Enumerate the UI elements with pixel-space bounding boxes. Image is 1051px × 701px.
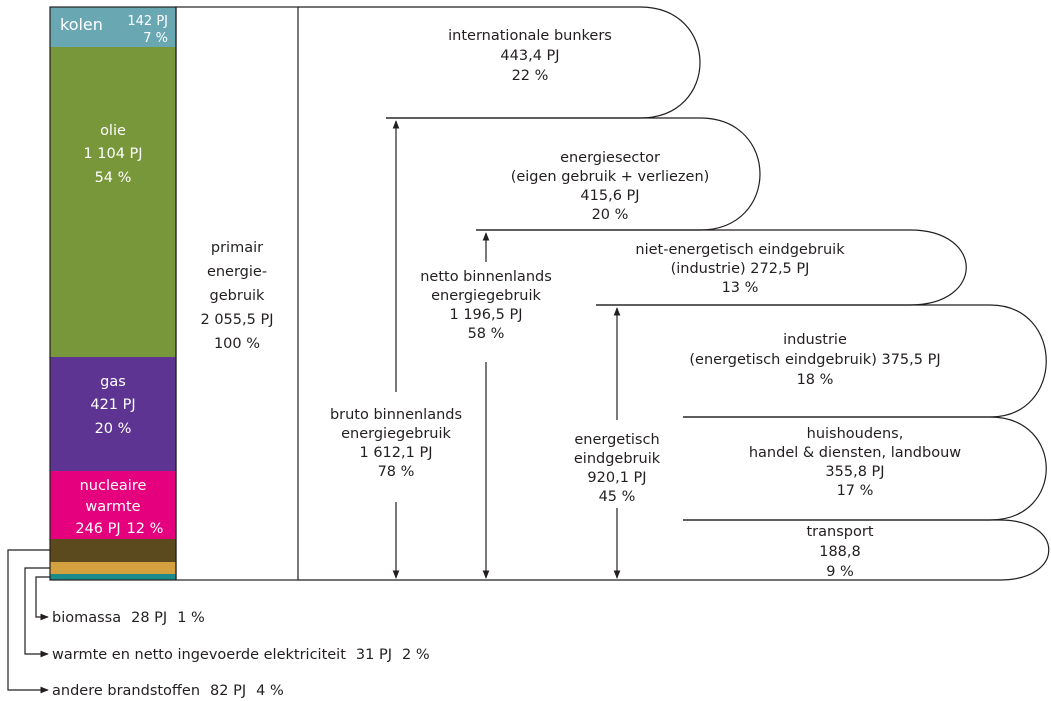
label: 12 % (127, 521, 164, 537)
text-line: niet-energetisch eindgebruik (635, 242, 845, 258)
text-line: 355,8 PJ (825, 464, 884, 480)
text-line: 20 % (592, 207, 629, 223)
legend-share: 4 % (256, 683, 284, 699)
text-line: 443,4 PJ (500, 48, 559, 64)
flow-energiesector (386, 117, 761, 231)
label: 20 % (95, 421, 132, 437)
label: 1 104 PJ (83, 146, 142, 162)
text-line: 415,6 PJ (580, 188, 639, 204)
text-line: energiegebruik (341, 426, 451, 442)
flow-industrie (596, 304, 1047, 418)
text-line: 45 % (599, 489, 636, 505)
text-line: energetisch (574, 432, 659, 448)
flow-bunkers (298, 6, 701, 119)
text-line: (energetisch eindgebruik) 375,5 PJ (689, 352, 940, 368)
text-line: (industrie) 272,5 PJ (671, 261, 810, 277)
text-line: internationale bunkers (448, 28, 612, 44)
legend-item: biomassa 28 PJ 1 % (52, 610, 205, 626)
leader (7, 549, 50, 694)
label: warmte (85, 499, 140, 515)
nucleair-segment (50, 471, 176, 539)
leader (24, 567, 50, 658)
flow-transport (298, 519, 1050, 581)
label: nucleaire (80, 478, 147, 494)
label: 246 PJ (75, 521, 120, 537)
text-line: handel & diensten, landbouw (749, 445, 961, 461)
gas-segment (50, 357, 176, 471)
text-line: 920,1 PJ (587, 470, 646, 486)
text-line: transport (807, 524, 874, 540)
biomassa-segment (50, 574, 176, 580)
label: 142 PJ (127, 14, 168, 29)
legend-amount: 82 PJ (210, 683, 246, 699)
primary-box (175, 6, 299, 581)
text-line: eindgebruik (574, 451, 661, 467)
andere-segment (50, 539, 176, 562)
text-line: 1 612,1 PJ (360, 445, 433, 461)
text-line: 22 % (512, 68, 549, 84)
leader (35, 576, 50, 621)
text-line: 13 % (722, 280, 759, 296)
text-line: 18 % (797, 372, 834, 388)
legend-name: biomassa (52, 610, 121, 626)
label: 54 % (95, 170, 132, 186)
legend-leaders (7, 549, 50, 694)
label: 421 PJ (90, 397, 135, 413)
label: gas (100, 374, 126, 390)
legend-share: 1 % (177, 610, 205, 626)
label: olie (100, 123, 126, 139)
text-line: 1 196,5 PJ (450, 307, 523, 323)
stacked-bar (49, 6, 177, 581)
flow-niet-energetisch (476, 229, 967, 306)
text-line: 17 % (837, 483, 874, 499)
legend-item: warmte en netto ingevoerde elektriciteit… (52, 647, 430, 663)
olie-segment (50, 47, 176, 357)
text-line: 58 % (468, 326, 505, 342)
text-line: 100 % (214, 336, 260, 352)
text-line: (eigen gebruik + verliezen) (511, 169, 710, 185)
text-line: industrie (783, 332, 847, 348)
warmte-segment (50, 562, 176, 574)
text-line: 78 % (378, 464, 415, 480)
text-line: netto binnenlands (420, 269, 552, 285)
legend-amount: 28 PJ (131, 610, 167, 626)
legend-name: andere brandstoffen (52, 683, 200, 699)
text-line: 9 % (826, 564, 854, 580)
text-line: primair (211, 240, 263, 256)
kolen-segment (50, 7, 176, 47)
text-line: energiesector (560, 150, 660, 166)
label: 7 % (143, 31, 168, 46)
text-line: energiegebruik (431, 288, 541, 304)
text-line: huishoudens, (807, 426, 904, 442)
text-line: energie- (207, 264, 267, 280)
label: kolen (60, 15, 103, 34)
text-line: 2 055,5 PJ (201, 312, 274, 328)
legend-item: andere brandstoffen 82 PJ 4 % (52, 683, 284, 699)
text-line: bruto binnenlands (330, 407, 462, 423)
text-blocks: primair energie-gebruik 2 055,5 PJ 100 % int… (201, 28, 962, 580)
flow-shapes (298, 6, 1050, 581)
text-line: 188,8 (819, 544, 861, 560)
legend-share: 2 % (402, 647, 430, 663)
text-line: gebruik (210, 288, 266, 304)
legend-name: warmte en netto ingevoerde elektriciteit (52, 647, 346, 663)
flow-huishoudens (683, 416, 1047, 521)
legend-amount: 31 PJ (356, 647, 392, 663)
measure-arrows (392, 120, 621, 579)
